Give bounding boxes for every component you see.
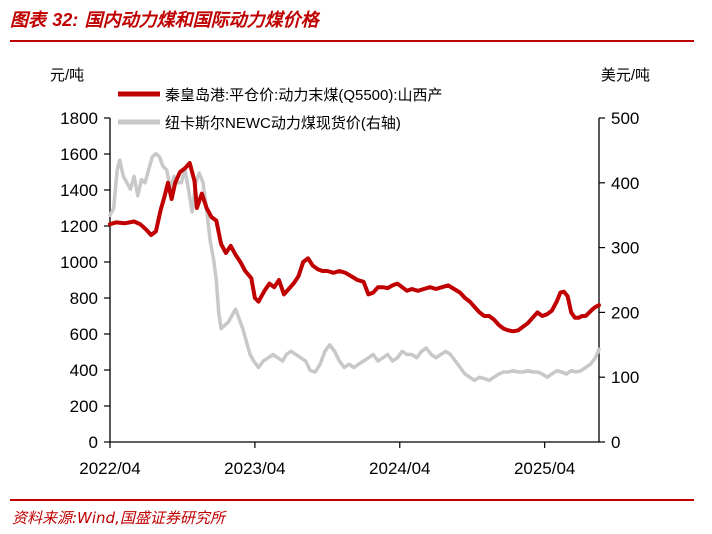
axes: 0 200 400 600 800 1000 1200 1400 1600 1800 0 100 200… <box>60 109 639 478</box>
figure-number: 32: <box>52 10 79 30</box>
x-tick-label: 2023/04 <box>224 459 285 478</box>
source-note: 资料来源:Wind,国盛证券研究所 <box>12 509 225 527</box>
title-rule <box>10 40 694 42</box>
left-tick-label: 1000 <box>60 253 98 272</box>
left-tick-label: 0 <box>89 433 98 452</box>
left-tick-label: 600 <box>70 325 98 344</box>
left-unit-label: 元/吨 <box>50 67 84 84</box>
left-tick-label: 200 <box>70 397 98 416</box>
series-line-qinhuangdao <box>108 161 601 334</box>
legend-label-series1: 秦皇岛港:平仓价:动力末煤(Q5500):山西产 <box>165 87 443 104</box>
right-tick-label: 100 <box>611 368 639 387</box>
series-line-newcastle <box>108 151 601 383</box>
coal-price-chart: 元/吨 美元/吨 0200400600800100012001400160018… <box>50 67 650 478</box>
footer-rule <box>10 499 694 501</box>
figure-title-text: 国内动力煤和国际动力煤价格 <box>84 10 319 31</box>
legend-label-series2: 纽卡斯尔NEWC动力煤现货价(右轴) <box>165 115 401 132</box>
left-tick-label: 1800 <box>60 109 98 128</box>
left-tick-label: 1200 <box>60 217 98 236</box>
right-tick-label: 200 <box>611 303 639 322</box>
right-tick-label: 500 <box>611 109 639 128</box>
x-tick-label: 2022/04 <box>79 459 140 478</box>
figure-prefix: 图表 <box>10 10 46 31</box>
legend: 秦皇岛港:平仓价:动力末煤(Q5500):山西产 纽卡斯尔NEWC动力煤现货价(… <box>118 87 443 132</box>
left-tick-label: 400 <box>70 361 98 380</box>
left-tick-label: 1600 <box>60 145 98 164</box>
right-tick-label: 0 <box>611 433 620 452</box>
right-tick-label: 300 <box>611 239 639 258</box>
series-lines <box>108 151 601 383</box>
figure-title: 图表 32: 国内动力煤和国际动力煤价格 <box>10 6 319 32</box>
right-tick-label: 400 <box>611 174 639 193</box>
x-tick-label: 2024/04 <box>369 459 430 478</box>
right-unit-label: 美元/吨 <box>601 67 650 84</box>
x-tick-label: 2025/04 <box>514 459 575 478</box>
left-tick-label: 800 <box>70 289 98 308</box>
left-tick-label: 1400 <box>60 181 98 200</box>
